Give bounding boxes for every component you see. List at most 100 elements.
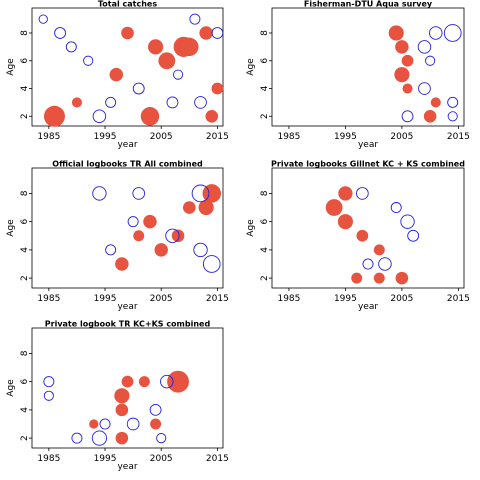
negative-residual-bubble — [71, 432, 83, 444]
x-tick-label: 2015 — [447, 132, 470, 142]
negative-residual-bubble — [126, 417, 140, 431]
y-tick-label: 4 — [260, 247, 270, 253]
y-tick-label: 2 — [260, 113, 270, 119]
positive-residual-bubble — [121, 375, 134, 388]
negative-residual-bubble — [417, 40, 432, 54]
negative-residual-bubble — [83, 55, 94, 66]
negative-residual-bubble — [356, 187, 369, 200]
y-tick-label: 4 — [20, 407, 30, 413]
x-tick-label: 1995 — [334, 132, 357, 142]
y-tick-label: 6 — [260, 219, 270, 225]
y-tick-label: 2 — [20, 275, 30, 281]
x-axis-label: year — [117, 140, 137, 150]
y-tick-label: 4 — [20, 85, 30, 91]
positive-residual-bubble — [337, 214, 353, 230]
positive-residual-bubble — [402, 83, 413, 94]
negative-residual-bubble — [401, 110, 414, 123]
negative-residual-bubble — [429, 26, 443, 40]
x-tick-label: 1985 — [277, 132, 300, 142]
positive-residual-bubble — [114, 388, 130, 404]
positive-residual-bubble — [395, 40, 409, 54]
negative-residual-bubble — [91, 430, 108, 446]
chart-title: Private logbook TR KC+KS combined — [45, 320, 211, 329]
positive-residual-bubble — [356, 229, 369, 242]
negative-residual-bubble — [166, 96, 179, 109]
plot-frame — [31, 327, 224, 449]
negative-residual-bubble — [189, 13, 201, 25]
positive-residual-bubble — [115, 403, 129, 417]
negative-residual-bubble — [202, 255, 221, 273]
negative-residual-bubble — [443, 24, 462, 42]
y-tick-label: 2 — [20, 435, 30, 441]
y-tick-label: 8 — [20, 350, 30, 356]
negative-residual-bubble — [407, 229, 420, 242]
positive-residual-bubble — [143, 214, 157, 229]
positive-residual-bubble — [154, 243, 168, 257]
y-tick-label: 6 — [20, 219, 30, 225]
positive-residual-bubble — [395, 271, 409, 285]
positive-residual-bubble — [351, 272, 363, 284]
x-axis-label: year — [358, 140, 378, 150]
x-tick-label: 1995 — [94, 454, 117, 464]
x-tick-label: 1985 — [37, 132, 60, 142]
x-tick-label: 2015 — [206, 132, 229, 142]
negative-residual-bubble — [378, 257, 392, 271]
positive-residual-bubble — [373, 244, 385, 256]
y-tick-label: 4 — [20, 247, 30, 253]
negative-residual-bubble — [92, 109, 107, 124]
x-tick-label: 1995 — [334, 294, 357, 304]
positive-residual-bubble — [198, 199, 214, 216]
negative-residual-bubble — [425, 55, 436, 66]
positive-residual-bubble — [199, 26, 213, 40]
negative-residual-bubble — [172, 69, 184, 80]
chart-title: Total catches — [98, 0, 157, 9]
positive-residual-bubble — [148, 39, 164, 55]
negative-residual-bubble — [400, 214, 415, 229]
negative-residual-bubble — [160, 374, 174, 389]
x-tick-label: 1995 — [94, 132, 117, 142]
plot-frame — [271, 7, 465, 127]
x-tick-label: 2005 — [150, 454, 173, 464]
x-tick-label: 2015 — [447, 294, 470, 304]
chart-panel-3: Official logbooks TR All combined 1985 199… — [6, 160, 229, 313]
x-tick-label: 1985 — [37, 294, 60, 304]
positive-residual-bubble — [109, 67, 123, 82]
negative-residual-bubble — [418, 82, 431, 95]
negative-residual-bubble — [43, 376, 55, 388]
positive-residual-bubble — [423, 109, 437, 123]
y-axis-label: Age — [246, 219, 256, 237]
positive-residual-bubble — [211, 82, 224, 95]
negative-residual-bubble — [65, 41, 77, 53]
x-axis-label: year — [117, 462, 137, 472]
positive-residual-bubble — [158, 52, 176, 70]
negative-residual-bubble — [165, 228, 180, 243]
negative-residual-bubble — [447, 111, 458, 122]
positive-residual-bubble — [133, 230, 145, 242]
chart-panel-4: Private logbooks Gillnet KC + KS combine… — [246, 160, 470, 313]
positive-residual-bubble — [43, 105, 65, 127]
y-tick-label: 6 — [20, 58, 30, 64]
x-tick-label: 2015 — [206, 454, 229, 464]
plot-frame — [31, 7, 224, 127]
x-tick-label: 2005 — [150, 294, 173, 304]
x-tick-label: 2005 — [150, 132, 173, 142]
negative-residual-bubble — [105, 96, 117, 108]
negative-residual-bubble — [156, 433, 167, 444]
positive-residual-bubble — [373, 272, 385, 284]
positive-residual-bubble — [430, 97, 441, 108]
x-tick-label: 1985 — [277, 294, 300, 304]
chart-panel-1: Total catches 1985 1995 2005 2015 2 4 6 8 year Age — [6, 0, 229, 150]
positive-residual-bubble — [150, 418, 162, 430]
positive-residual-bubble — [338, 186, 353, 201]
negative-residual-bubble — [132, 82, 145, 95]
y-tick-label: 8 — [20, 30, 30, 36]
positive-residual-bubble — [180, 37, 199, 57]
y-tick-label: 6 — [260, 58, 270, 64]
positive-residual-bubble — [71, 97, 82, 108]
chart-title: Private logbooks Gillnet KC + KS combine… — [271, 160, 465, 169]
negative-residual-bubble — [191, 184, 210, 203]
y-tick-label: 6 — [20, 379, 30, 385]
y-tick-label: 4 — [260, 85, 270, 91]
negative-residual-bubble — [127, 216, 139, 228]
